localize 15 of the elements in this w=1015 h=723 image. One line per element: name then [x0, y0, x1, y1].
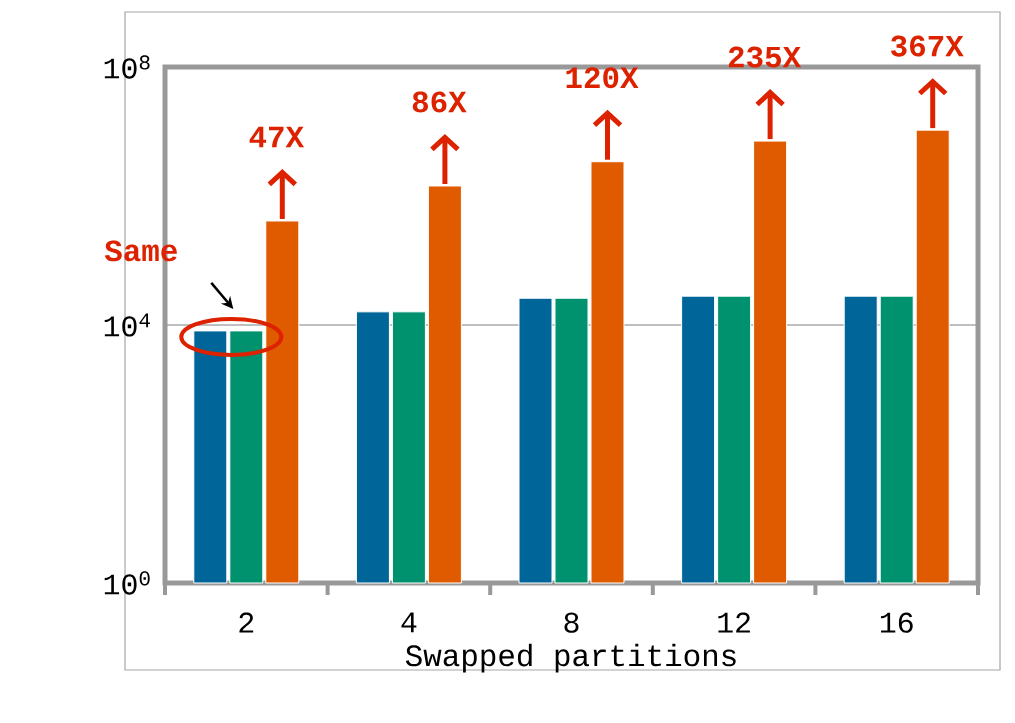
x-tick-label: 4	[401, 612, 417, 633]
annotation: 47X	[249, 126, 305, 148]
annotation: 235X	[728, 46, 802, 68]
x-tick-label: 2	[239, 612, 254, 633]
y-tick-label: 10$^{8}$	[104, 55, 150, 79]
x-tick-label: 12	[718, 612, 750, 633]
annotation: Same	[104, 240, 177, 262]
x-tick-label: 8	[564, 612, 579, 633]
annotation: 367X	[891, 35, 964, 57]
y-tick-label: 10$^{0}$	[104, 571, 150, 595]
x-tick-label: 16	[880, 612, 913, 633]
annotation: 86X	[412, 91, 467, 113]
y-tick-label: 10$^{4}$	[104, 313, 150, 337]
x-axis-title: Swapped partitions	[405, 643, 736, 673]
annotation: 120X	[566, 67, 639, 89]
